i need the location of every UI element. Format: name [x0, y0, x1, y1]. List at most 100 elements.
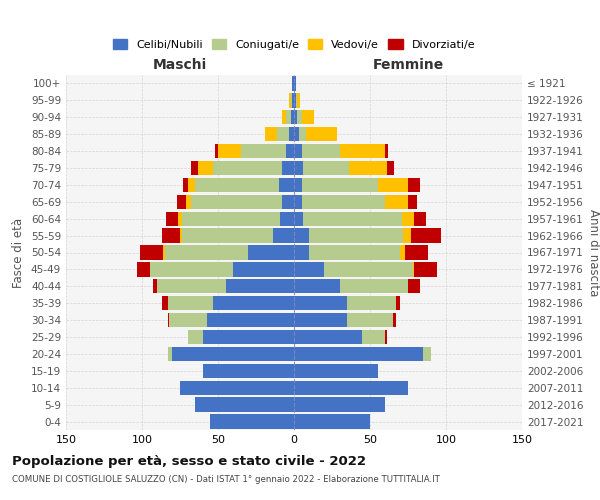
Bar — [294, 279, 340, 293]
Bar — [191, 194, 282, 209]
Bar — [294, 178, 302, 192]
Bar — [186, 194, 191, 209]
Bar — [294, 110, 297, 124]
Bar — [414, 262, 437, 276]
Bar — [405, 246, 428, 260]
Bar — [233, 262, 294, 276]
Bar — [294, 398, 385, 412]
Bar — [294, 262, 325, 276]
Bar — [203, 364, 294, 378]
Bar — [214, 161, 282, 175]
Bar — [294, 414, 370, 428]
Bar — [291, 110, 294, 124]
Bar — [340, 279, 408, 293]
Bar — [292, 93, 294, 108]
Bar — [168, 346, 172, 361]
Bar — [294, 296, 347, 310]
Bar — [325, 262, 413, 276]
Bar — [302, 194, 385, 209]
Bar — [297, 93, 300, 108]
Bar — [182, 212, 280, 226]
Bar — [241, 144, 286, 158]
Bar — [294, 76, 296, 90]
Bar — [178, 212, 182, 226]
Bar — [198, 161, 214, 175]
Bar — [302, 144, 340, 158]
Bar — [191, 161, 198, 175]
Bar — [303, 212, 402, 226]
Bar — [149, 262, 233, 276]
Bar — [362, 330, 385, 344]
Bar — [387, 161, 394, 175]
Bar — [248, 246, 294, 260]
Text: Maschi: Maschi — [153, 58, 207, 71]
Bar — [294, 313, 347, 328]
Bar — [294, 330, 362, 344]
Bar — [289, 127, 294, 142]
Bar — [279, 178, 294, 192]
Bar — [163, 246, 165, 260]
Bar — [215, 144, 218, 158]
Bar — [137, 262, 149, 276]
Bar — [182, 228, 273, 243]
Bar — [294, 194, 302, 209]
Bar — [282, 110, 286, 124]
Bar — [385, 194, 408, 209]
Bar — [411, 228, 442, 243]
Bar — [400, 246, 405, 260]
Bar — [408, 279, 420, 293]
Bar — [218, 144, 241, 158]
Bar — [292, 76, 294, 90]
Bar — [286, 144, 294, 158]
Bar — [289, 93, 291, 108]
Bar — [349, 161, 387, 175]
Bar — [408, 178, 420, 192]
Bar — [403, 228, 411, 243]
Bar — [340, 144, 385, 158]
Bar — [162, 296, 168, 310]
Bar — [183, 178, 188, 192]
Bar — [180, 228, 182, 243]
Bar — [294, 246, 309, 260]
Bar — [294, 161, 303, 175]
Bar — [165, 246, 248, 260]
Bar — [294, 127, 299, 142]
Bar — [152, 279, 157, 293]
Bar — [157, 279, 226, 293]
Bar — [309, 228, 403, 243]
Bar — [162, 228, 180, 243]
Bar — [302, 110, 314, 124]
Text: COMUNE DI COSTIGLIOLE SALUZZO (CN) - Dati ISTAT 1° gennaio 2022 - Elaborazione T: COMUNE DI COSTIGLIOLE SALUZZO (CN) - Dat… — [12, 475, 440, 484]
Bar — [280, 212, 294, 226]
Y-axis label: Fasce di età: Fasce di età — [13, 218, 25, 288]
Bar — [168, 313, 169, 328]
Bar — [282, 161, 294, 175]
Bar — [377, 178, 408, 192]
Bar — [413, 262, 414, 276]
Bar — [294, 93, 296, 108]
Bar — [396, 296, 400, 310]
Bar — [302, 178, 377, 192]
Bar — [294, 212, 303, 226]
Bar — [226, 279, 294, 293]
Bar — [265, 127, 277, 142]
Bar — [294, 144, 302, 158]
Bar — [393, 313, 396, 328]
Bar — [423, 346, 431, 361]
Bar — [347, 296, 396, 310]
Bar — [211, 414, 294, 428]
Bar — [195, 178, 279, 192]
Bar — [294, 228, 309, 243]
Bar — [385, 144, 388, 158]
Bar — [299, 127, 306, 142]
Bar — [347, 313, 393, 328]
Bar — [306, 127, 337, 142]
Bar — [414, 212, 426, 226]
Bar — [294, 364, 377, 378]
Bar — [273, 228, 294, 243]
Bar — [177, 194, 186, 209]
Bar — [277, 127, 289, 142]
Bar — [214, 296, 294, 310]
Bar — [294, 346, 423, 361]
Bar — [140, 246, 163, 260]
